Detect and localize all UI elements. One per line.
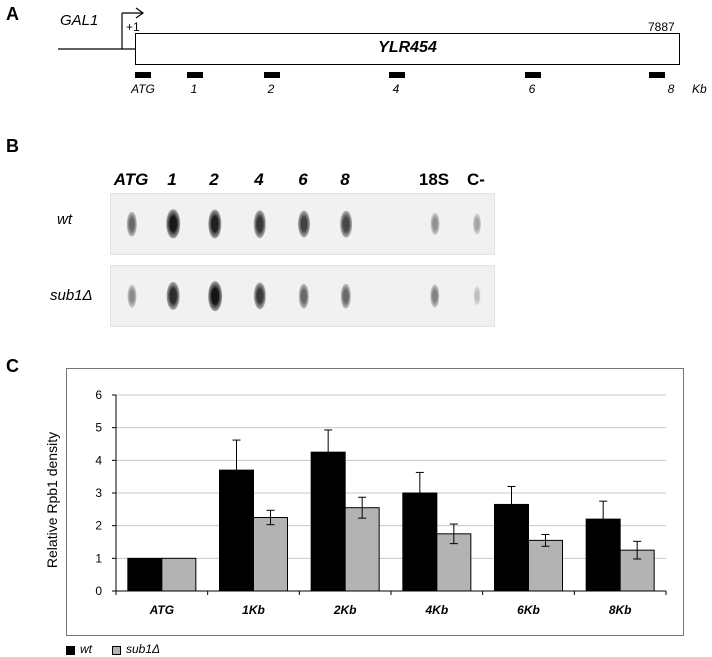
x-tick-label: 8Kb [609, 603, 632, 617]
lane-label: 1 [167, 170, 177, 189]
blot-signal [126, 211, 138, 237]
lane-label: C- [467, 170, 485, 189]
blot-signal [340, 283, 352, 309]
gene-name: YLR454 [378, 39, 437, 56]
blot-signal [166, 281, 180, 311]
probe-bar [264, 72, 280, 78]
x-tick-label: 4Kb [424, 603, 448, 617]
blot-signal [127, 284, 137, 308]
x-tick-label: ATG [149, 603, 174, 617]
blot-signal [473, 213, 481, 235]
y-tick-label: 6 [95, 388, 102, 402]
legend-label-sub1: sub1Δ [126, 642, 161, 656]
blot-row-wt [110, 193, 495, 255]
blot-signal [208, 209, 222, 239]
panel-label-b: B [6, 136, 19, 156]
probe-label: 6 [528, 82, 536, 96]
row-label-sub1: sub1Δ [50, 287, 93, 304]
legend-swatch-sub1 [112, 646, 121, 655]
lane-label: 4 [254, 170, 264, 189]
y-tick-label: 3 [95, 486, 102, 500]
gene-box: YLR454 [135, 33, 680, 65]
tss-label: +1 [126, 20, 140, 34]
blot-signal [166, 209, 180, 239]
promoter-line [58, 7, 145, 50]
unit-label: Kb [692, 82, 707, 96]
y-tick-label: 5 [95, 421, 102, 435]
panel-label-c: C [6, 356, 19, 376]
y-axis-label: Relative Rpb1 density [44, 431, 60, 569]
legend-label-wt: wt [80, 642, 92, 656]
lane-label: 6 [298, 170, 308, 189]
bar-sub1 [528, 539, 563, 592]
blot-signal [298, 210, 310, 238]
probe-label: 1 [190, 82, 198, 96]
probe-bar [135, 72, 151, 78]
blot-signal [430, 284, 440, 308]
blot-signal [298, 283, 310, 309]
probe-label: 2 [267, 82, 275, 96]
blot-signal [430, 212, 440, 236]
probe-bar [389, 72, 405, 78]
y-tick-label: 1 [95, 551, 102, 565]
probe-bar [525, 72, 541, 78]
lane-label: 8 [340, 170, 350, 189]
bar-wt [310, 451, 346, 592]
y-tick-label: 2 [95, 519, 102, 533]
blot-signal [208, 281, 222, 311]
chart-frame [66, 368, 684, 636]
lane-label: 18S [418, 170, 450, 189]
x-tick-label: 1Kb [242, 603, 265, 617]
gene-end-label: 7887 [648, 20, 675, 34]
promoter-label: GAL1 [60, 12, 99, 29]
probe-label: ATG [131, 82, 155, 96]
probe-bar [187, 72, 203, 78]
probe-bar [649, 72, 665, 78]
blot-signal [473, 286, 481, 306]
y-tick-label: 4 [95, 453, 102, 467]
lane-label: 2 [209, 170, 219, 189]
bar-wt [127, 557, 163, 592]
y-tick-label: 0 [95, 584, 102, 598]
probe-label: 8 [667, 82, 675, 96]
x-tick-label: 2Kb [333, 603, 357, 617]
blot-signal [253, 210, 267, 238]
blot-signal [253, 282, 267, 310]
bar-sub1 [253, 517, 288, 592]
lane-label: ATG [113, 170, 149, 189]
bar-sub1 [161, 557, 197, 592]
probe-label: 4 [392, 82, 400, 96]
x-tick-label: 6Kb [517, 603, 540, 617]
blot-signal [340, 210, 352, 238]
blot-row-sub1 [110, 265, 495, 327]
bar-sub1 [344, 507, 380, 592]
row-label-wt: wt [57, 211, 72, 228]
panel-label-a: A [6, 4, 19, 24]
legend-swatch-wt [66, 646, 75, 655]
